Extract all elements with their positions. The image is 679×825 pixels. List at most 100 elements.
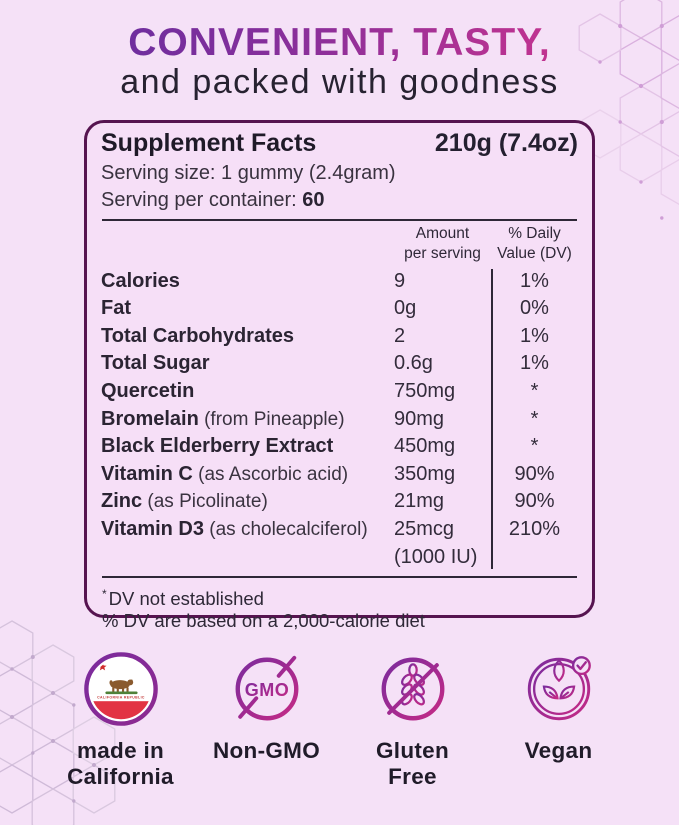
vegan-icon xyxy=(527,656,591,721)
column-header-daily-value: % Daily Value (DV) xyxy=(497,225,572,262)
top-divider xyxy=(102,219,577,221)
nutrient-name: Vitamin C xyxy=(101,462,193,485)
asterisk-symbol: * xyxy=(102,587,107,602)
flag-red-band xyxy=(90,701,151,720)
nutrient-amount: 450mg xyxy=(394,435,456,458)
footnote-calorie-diet: % DV are based on a 2,000-calorie diet xyxy=(102,610,425,632)
nutrient-note: (as cholecalciferol) xyxy=(204,519,368,540)
nutrient-row: Calories 9 1% xyxy=(101,268,578,296)
check-mark xyxy=(575,661,587,671)
nutrient-row: Bromelain (from Pineapple) 90mg * xyxy=(101,406,578,434)
nutrient-amount: 0.6g xyxy=(394,352,433,375)
nutrient-name-cell: Zinc (as Picolinate) xyxy=(101,488,394,516)
nutrient-row: Black Elderberry Extract 450mg * xyxy=(101,433,578,461)
nutrient-name: Bromelain xyxy=(101,407,199,430)
nutrient-name: Total Sugar xyxy=(101,352,210,375)
nutrient-daily-value: 90% xyxy=(514,490,555,513)
nutrient-amount: 9 xyxy=(394,269,406,292)
nutrient-daily-value: 90% xyxy=(514,462,555,485)
nutrient-daily-value: 0% xyxy=(520,297,549,320)
flag-grass xyxy=(104,691,138,695)
nutrient-amount: 2 xyxy=(394,324,406,347)
nutrient-name-cell: Total Sugar xyxy=(101,350,394,378)
non-gmo-icon: GMO xyxy=(235,655,298,721)
nutrient-amount: 90mg xyxy=(394,407,445,430)
nutrient-note: (from Pineapple) xyxy=(198,408,345,430)
panel-title: Supplement Facts xyxy=(101,129,317,157)
flag-bear xyxy=(108,679,133,693)
nutrient-daily-value: * xyxy=(530,435,539,458)
net-weight: 210g (7.4oz) xyxy=(434,129,578,157)
california-flag-icon: CALIFORNIA REPUBLIC xyxy=(83,652,158,726)
nutrient-daily-value: 1% xyxy=(520,269,549,292)
panel-header: Supplement Facts 210g (7.4oz) xyxy=(101,129,578,158)
column-header-amount: Amount per serving xyxy=(404,225,481,262)
nutrient-daily-value: * xyxy=(530,407,539,430)
nutrient-name-cell: Total Carbohydrates xyxy=(101,323,394,351)
servings-per-container-value: 60 xyxy=(302,189,325,211)
nutrient-row: Quercetin 750mg * xyxy=(101,378,578,406)
nutrient-name: Fat xyxy=(101,297,131,320)
nutrient-daily-value: * xyxy=(530,380,539,403)
heading-line1: CONVENIENT, TASTY, xyxy=(128,21,551,64)
gmo-text: GMO xyxy=(244,680,289,700)
heading: CONVENIENT, TASTY, and packed with goodn… xyxy=(0,21,679,102)
nutrient-amount: 750mg xyxy=(394,380,456,403)
flag-caption: CALIFORNIA REPUBLIC xyxy=(97,696,145,700)
nutrient-daily-value: 1% xyxy=(520,324,549,347)
badge-non-gmo: GMO Non-GMO xyxy=(205,650,329,790)
nutrient-row: Zinc (as Picolinate) 21mg 90% xyxy=(101,488,578,516)
nutrient-name: Total Carbohydrates xyxy=(101,324,294,347)
badge-label-gluten-free: Gluten Free xyxy=(375,738,450,789)
nutrient-daily-value: 210% xyxy=(508,518,561,540)
nutrient-row: Vitamin D3 (as cholecalciferol) 25mcg (1… xyxy=(101,516,578,571)
nutrient-name-cell: Black Elderberry Extract xyxy=(101,433,394,461)
slash-line xyxy=(237,696,258,719)
nutrient-name-cell: Vitamin C (as Ascorbic acid) xyxy=(101,461,394,489)
certification-badges: CALIFORNIA REPUBLIC made in California G… xyxy=(0,650,679,790)
nutrient-name: Quercetin xyxy=(101,380,195,403)
nutrient-name: Black Elderberry Extract xyxy=(101,435,334,458)
nutrient-row: Total Sugar 0.6g 1% xyxy=(101,350,578,378)
footnote-dv-text: DV not established xyxy=(108,588,264,610)
nutrient-daily-value: 1% xyxy=(520,352,549,375)
check-circle xyxy=(571,656,591,676)
nutrient-name-cell: Quercetin xyxy=(101,378,394,406)
nutrient-name-cell: Calories xyxy=(101,268,394,296)
badge-gluten-free: Gluten Free xyxy=(351,650,475,790)
badge-label-vegan: Vegan xyxy=(524,738,593,763)
nutrient-amount: 350mg xyxy=(394,462,456,485)
badge-label-made-in-california: made in California xyxy=(67,738,174,789)
nutrient-name-cell: Fat xyxy=(101,295,394,323)
badge-vegan: Vegan xyxy=(497,650,621,790)
bottom-divider xyxy=(102,576,577,579)
heading-line2: and packed with goodness xyxy=(120,63,559,101)
plant-sprout xyxy=(542,659,575,706)
nutrient-amount: 25mcg (1000 IU) xyxy=(394,518,478,568)
nutrient-name-cell: Vitamin D3 (as cholecalciferol) xyxy=(101,516,394,571)
slash-line xyxy=(276,655,296,678)
wheat-stalk xyxy=(400,663,425,709)
gluten-free-icon xyxy=(381,657,444,721)
nutrient-amount: 21mg xyxy=(394,490,445,513)
serving-size: Serving size: 1 gummy (2.4gram) xyxy=(101,162,396,184)
nutrient-amount: 0g xyxy=(394,297,417,320)
nutrient-name: Vitamin D3 xyxy=(101,518,204,540)
nutrient-note: (as Picolinate) xyxy=(142,491,268,513)
nutrient-note: (as Ascorbic acid) xyxy=(192,463,349,485)
nutrient-row: Total Carbohydrates 2 1% xyxy=(101,323,578,351)
supplement-facts-panel: Supplement Facts 210g (7.4oz) Serving si… xyxy=(84,120,595,631)
footnotes: * DV not established % DV are based on a … xyxy=(101,578,578,632)
table-column-headers: Amount per serving % Daily Value (DV) xyxy=(101,224,578,264)
badge-label-non-gmo: Non-GMO xyxy=(212,738,321,763)
footnote-dv-not-established: * DV not established xyxy=(102,583,577,610)
slash-line xyxy=(386,663,439,715)
flag-star xyxy=(97,662,107,671)
nutrient-name-cell: Bromelain (from Pineapple) xyxy=(101,406,394,434)
servings-per-container-label: Serving per container: xyxy=(101,189,303,211)
nutrient-name: Calories xyxy=(101,269,180,292)
servings-per-container: Serving per container: 60 xyxy=(101,189,578,212)
column-divider-line xyxy=(491,268,493,570)
nutrient-name: Zinc xyxy=(101,490,143,513)
